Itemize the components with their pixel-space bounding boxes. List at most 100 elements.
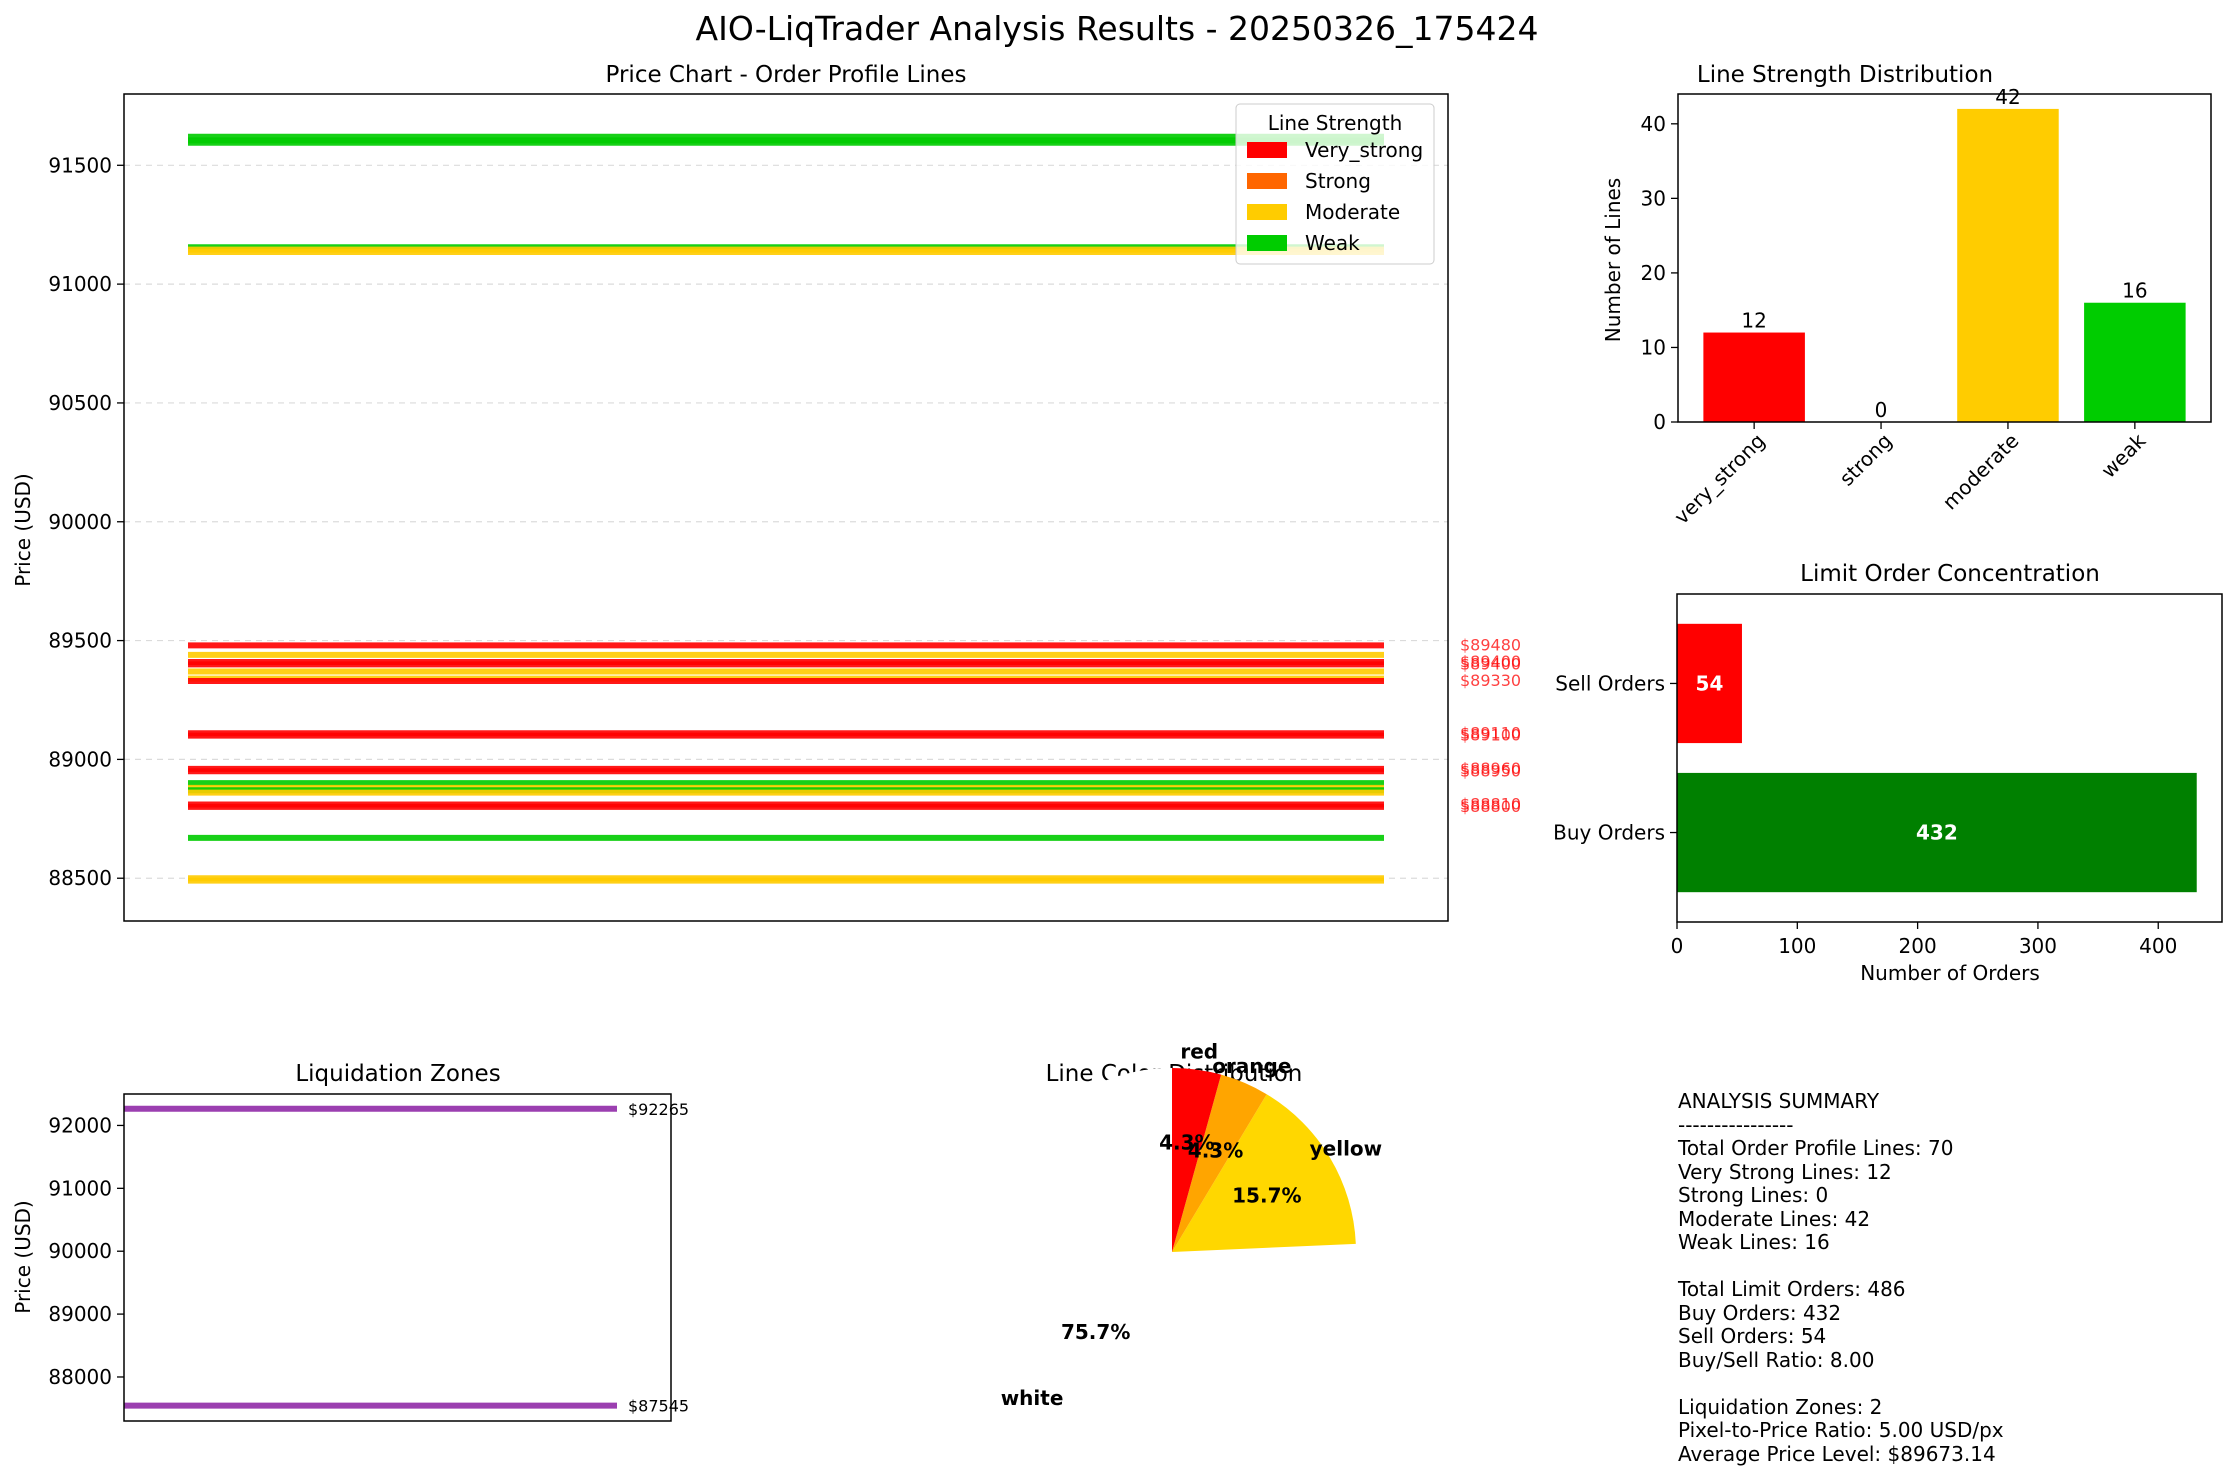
price-chart-panel: Price Chart - Order Profile Lines Price …: [11, 62, 1521, 922]
strength-bar: [1957, 108, 2059, 422]
price-level-label: $89100: [1460, 726, 1521, 745]
liquidation-chart-title: Liquidation Zones: [295, 1061, 500, 1087]
price-level-label: $89110: [1460, 723, 1521, 742]
price-chart-ylabel: Price (USD): [11, 473, 35, 587]
liquidation-chart-frame: [123, 1093, 672, 1422]
strength-ytick-label: 20: [1641, 261, 1666, 285]
price-level-label: $89400: [1460, 654, 1521, 673]
liquidation-ytick-label: 92000: [48, 1113, 112, 1137]
legend-swatch: [1247, 173, 1287, 189]
concentration-xtick-label: 400: [2139, 934, 2177, 958]
price-ytick-label: 89500: [48, 629, 112, 653]
concentration-bar: [1677, 623, 1742, 744]
concentration-bar: [1677, 772, 2197, 893]
price-level-label: $88950: [1460, 761, 1521, 780]
pie-slice-orange: [1172, 1074, 1267, 1252]
summary-line: Weak Lines: 16: [1678, 1230, 1830, 1254]
pie-slice-percent: 4.3%: [1159, 1131, 1214, 1155]
price-ytick-label: 88500: [48, 866, 112, 890]
concentration-chart-xlabel: Number of Orders: [1860, 961, 2040, 985]
concentration-ytick-label: Sell Orders: [1555, 671, 1665, 695]
legend-label: Very_strong: [1305, 138, 1423, 162]
concentration-bar-value: 432: [1916, 821, 1958, 845]
price-chart-legend: Line Strength Very_strong Strong Moderate W…: [1235, 103, 1435, 265]
legend-label: Weak: [1305, 231, 1360, 255]
color-distribution-panel: Line Color Distribution white75.7%yellow…: [987, 1039, 1383, 1437]
liquidation-zones-panel: Liquidation Zones Price (USD) $92265 $875…: [11, 1061, 689, 1422]
legend-swatch: [1247, 142, 1287, 158]
strength-chart-title: Line Strength Distribution: [1697, 62, 1993, 88]
summary-line: [1678, 1372, 2004, 1396]
legend-label: Strong: [1305, 169, 1371, 193]
summary-line: ANALYSIS SUMMARY: [1678, 1089, 1880, 1113]
concentration-xtick-label: 0: [1671, 934, 1684, 958]
summary-line: Very Strong Lines: 12: [1678, 1159, 1892, 1184]
strength-xtick-label: strong: [1835, 429, 1897, 491]
price-ytick-label: 89000: [48, 747, 112, 771]
price-ytick-label: 90000: [48, 510, 112, 534]
summary-line: Liquidation Zones: 2: [1678, 1394, 1883, 1419]
strength-xtick-label: very_strong: [1669, 429, 1769, 529]
price-ytick-label: 91000: [48, 272, 112, 296]
price-level-label: $89400: [1460, 652, 1521, 671]
summary-line: Average Price Level: $89673.14: [1678, 1441, 1996, 1466]
liquidation-zone-label: $87545: [628, 1397, 689, 1416]
pie-slice-percent: 4.3%: [1188, 1139, 1243, 1163]
liquidation-ytick-label: 90000: [48, 1239, 112, 1263]
strength-bar-value: 12: [1741, 309, 1766, 333]
strength-ytick-label: 0: [1653, 410, 1666, 434]
strength-bar-value: 42: [1995, 85, 2020, 109]
summary-line: Strong Lines: 0: [1678, 1183, 1829, 1207]
liquidation-ytick-label: 88000: [48, 1365, 112, 1389]
legend-label: Moderate: [1305, 200, 1400, 224]
liquidation-ytick-label: 89000: [48, 1302, 112, 1326]
pie-slice-percent: 75.7%: [1061, 1320, 1130, 1344]
figure-title: AIO-LiqTrader Analysis Results - 2025032…: [696, 9, 1539, 48]
strength-xtick-label: weak: [2096, 428, 2150, 482]
strength-bar: [2084, 302, 2186, 422]
price-chart-frame: [123, 93, 1449, 922]
strength-ytick-label: 40: [1641, 112, 1666, 136]
strength-chart-ylabel: Number of Lines: [1601, 178, 1625, 342]
summary-line: Buy Orders: 432: [1678, 1300, 1842, 1325]
summary-line: [1678, 1255, 2004, 1279]
summary-line: Buy/Sell Ratio: 8.00: [1678, 1347, 1875, 1372]
concentration-xtick-label: 100: [1778, 934, 1816, 958]
summary-line: ----------------: [1678, 1112, 1794, 1137]
pie-slice-white: [987, 1068, 1356, 1437]
strength-bar-value: 0: [1875, 398, 1888, 422]
pie-slice-label: yellow: [1310, 1136, 1383, 1160]
concentration-bar-value: 54: [1696, 671, 1724, 695]
concentration-xtick-label: 300: [2019, 934, 2057, 958]
strength-ytick-label: 30: [1641, 186, 1666, 210]
pie-slice-label: orange: [1212, 1054, 1291, 1078]
liquidation-ytick-label: 91000: [48, 1176, 112, 1200]
summary-line: Sell Orders: 54: [1678, 1324, 1827, 1348]
price-ytick-label: 91500: [48, 153, 112, 177]
price-level-label: $89330: [1460, 671, 1521, 690]
concentration-ytick-label: Buy Orders: [1553, 821, 1665, 845]
pie-slice-label: red: [1180, 1039, 1218, 1063]
legend-swatch: [1247, 235, 1287, 251]
concentration-chart-frame: [1676, 593, 2223, 923]
order-concentration-panel: Limit Order Concentration Number of Orde…: [1553, 561, 2223, 985]
strength-bar: [1703, 332, 1805, 422]
legend-title: Line Strength: [1268, 111, 1403, 135]
concentration-xtick-label: 200: [1899, 934, 1937, 958]
strength-bar-value: 16: [2122, 279, 2147, 303]
pie-slice-red: [1172, 1068, 1222, 1252]
strength-xtick-label: moderate: [1938, 429, 2024, 515]
price-level-label: $88960: [1460, 759, 1521, 778]
strength-chart-frame: [1677, 93, 2212, 423]
summary-line: Total Order Profile Lines: 70: [1678, 1136, 1954, 1160]
strength-ytick-label: 10: [1641, 335, 1666, 359]
price-chart-title: Price Chart - Order Profile Lines: [606, 62, 967, 88]
concentration-chart-title: Limit Order Concentration: [1800, 561, 2100, 587]
analysis-summary: ANALYSIS SUMMARY ---------------- Total Or…: [1678, 1089, 2004, 1466]
liquidation-chart-ylabel: Price (USD): [11, 1200, 35, 1314]
strength-distribution-panel: Line Strength Distribution Number of Lin…: [1601, 62, 2212, 529]
pie-slice-yellow: [1172, 1094, 1356, 1252]
summary-line: Total Limit Orders: 486: [1678, 1277, 1906, 1301]
price-level-label: $89480: [1460, 635, 1521, 654]
